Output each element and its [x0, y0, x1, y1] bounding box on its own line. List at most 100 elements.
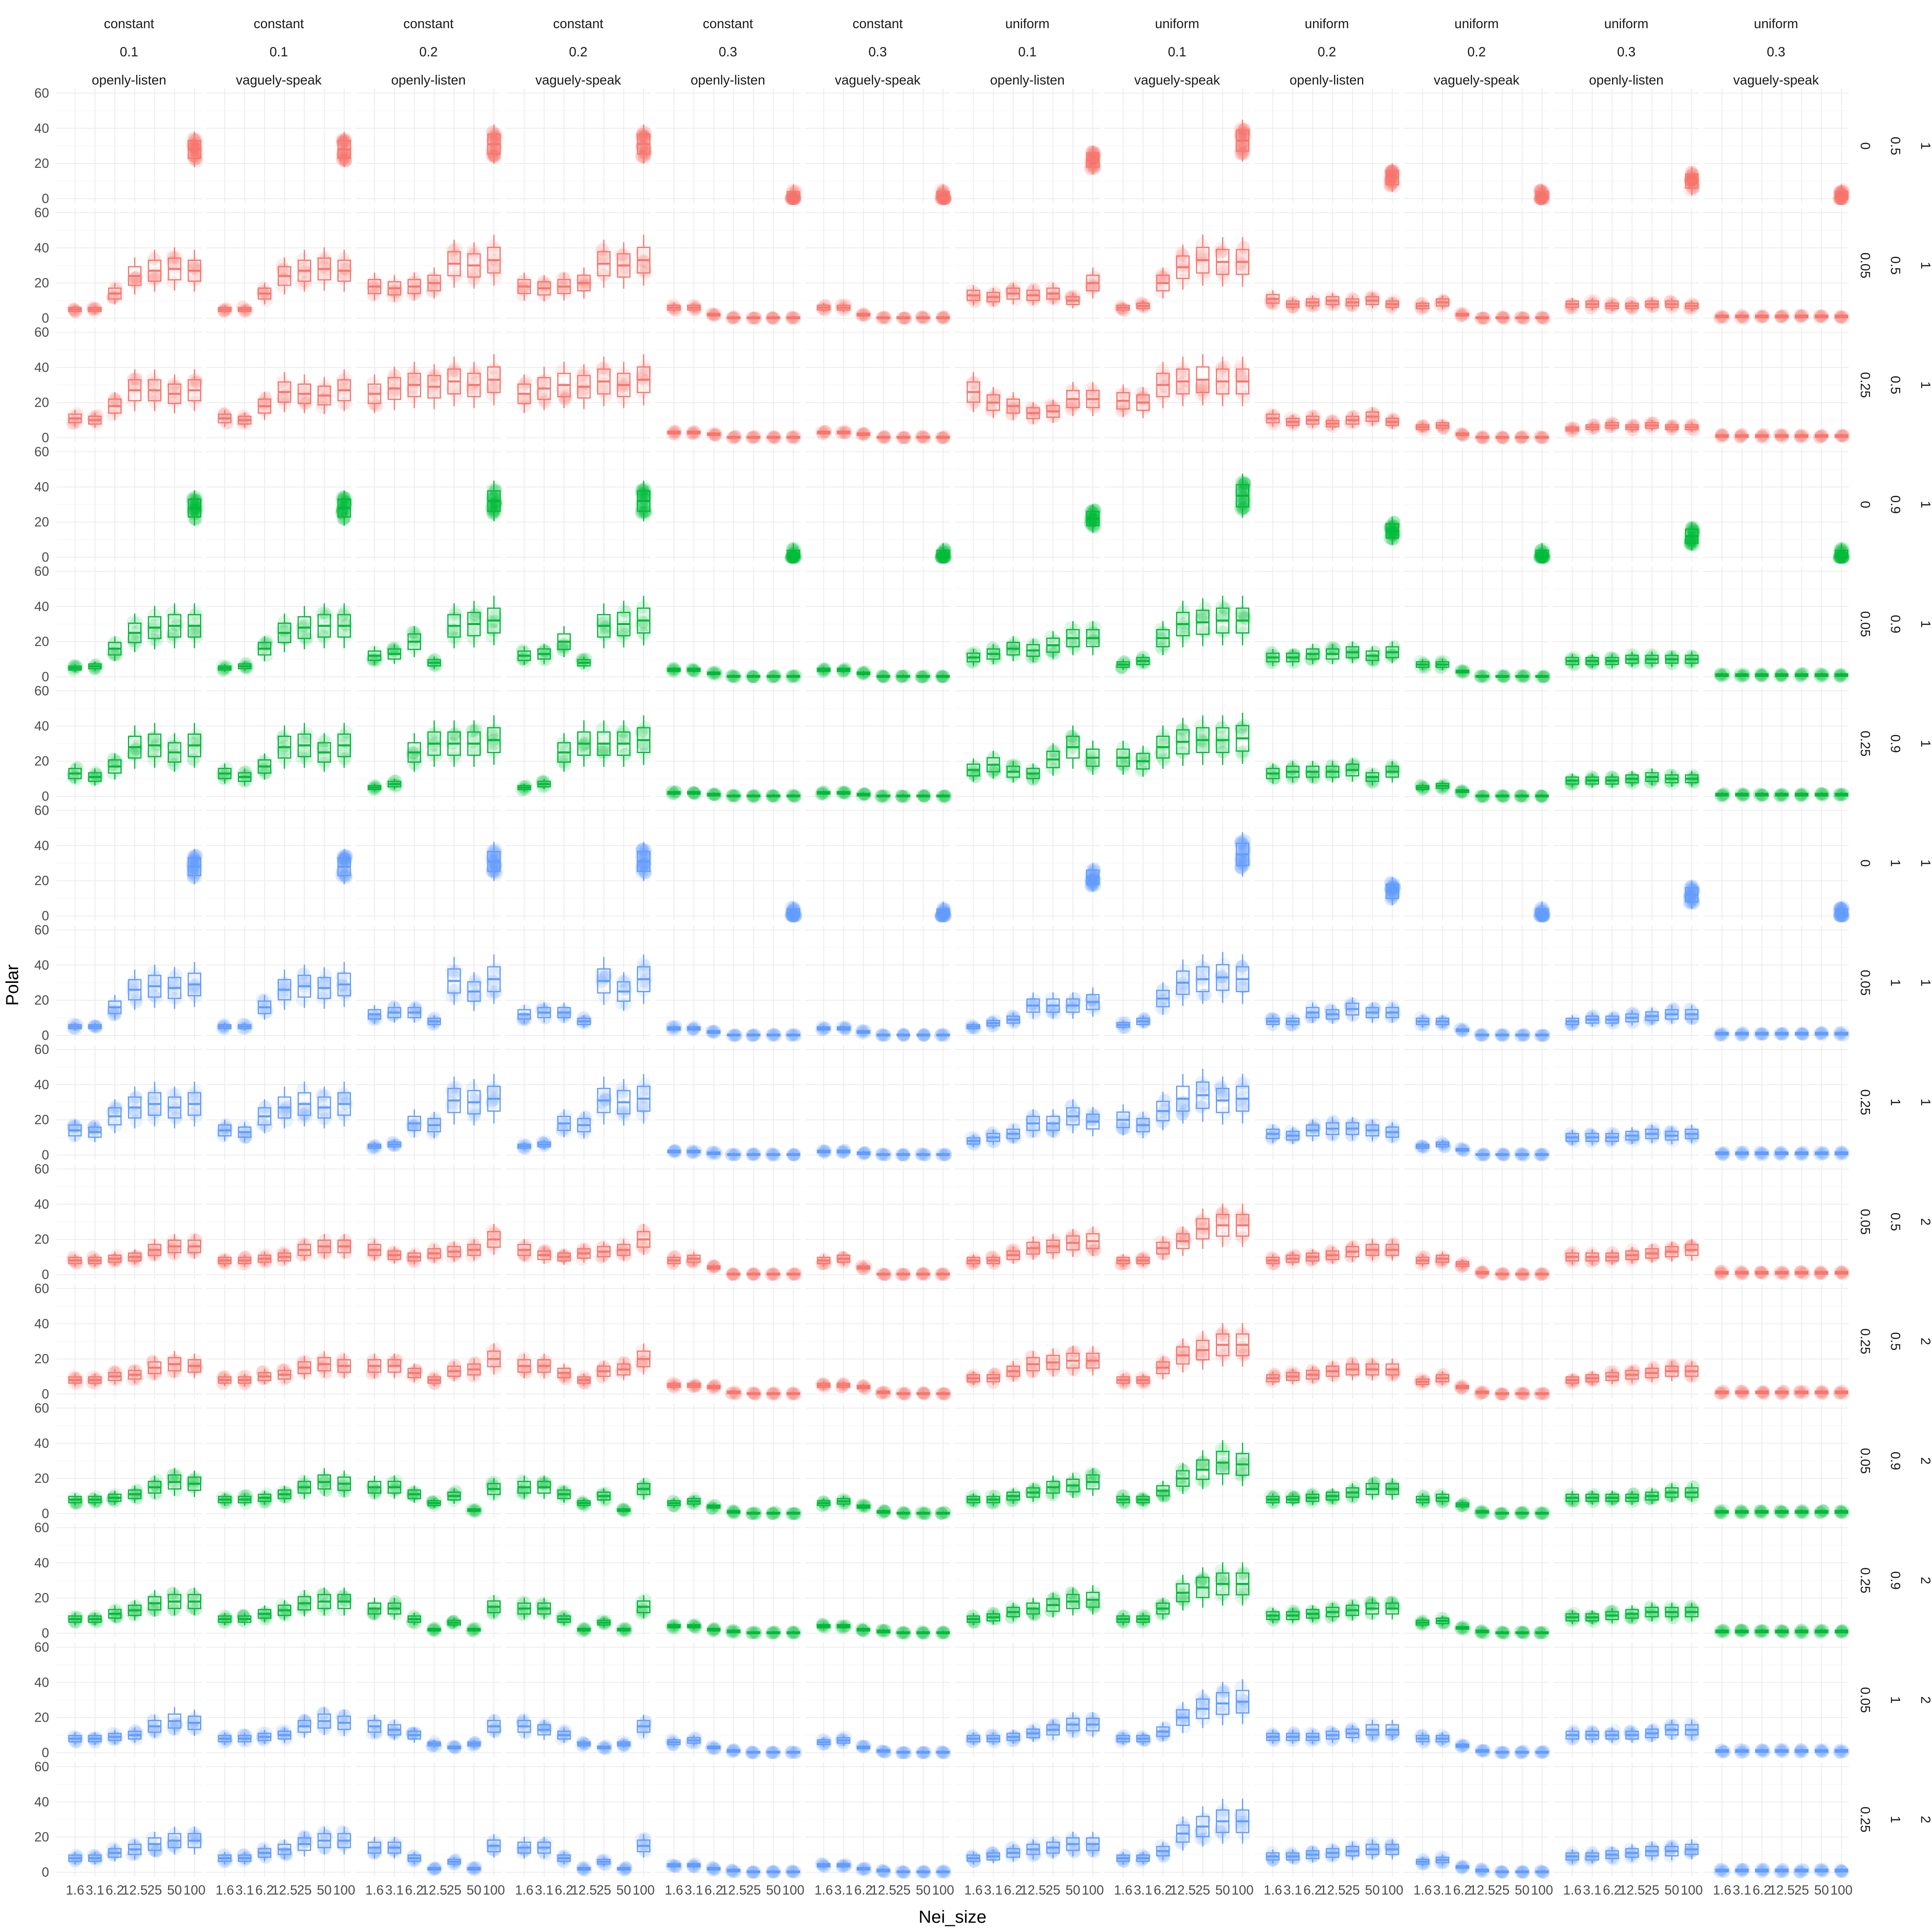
data-point	[580, 275, 593, 288]
data-point	[1084, 162, 1097, 175]
data-point	[637, 140, 650, 153]
row-strip-label: 0.25	[1858, 1567, 1873, 1593]
facet-panel	[356, 208, 503, 323]
data-point	[167, 396, 180, 409]
data-point	[786, 183, 799, 196]
data-point	[189, 133, 202, 147]
row-strip-labels: 0 0.5 1 0.05 0.5 1 0.25 0.5 1 0 0.9 1 0.05 0.9 1 0.25 0.…	[1858, 137, 1932, 1833]
row-strip-label: 1	[1888, 1696, 1903, 1703]
facet-panel	[206, 567, 353, 681]
data-point	[1238, 125, 1251, 138]
data-point	[1264, 294, 1277, 308]
column-strip-label: 0.1	[1168, 44, 1187, 59]
data-point	[1175, 607, 1189, 620]
facet-panel	[1404, 567, 1551, 683]
facet-panel	[805, 447, 952, 564]
data-point	[1215, 625, 1228, 638]
column-strip-label: 0.3	[869, 44, 887, 59]
data-point	[1235, 147, 1249, 160]
data-point	[1366, 654, 1380, 668]
facet-panel	[56, 89, 204, 203]
facet-panel	[1554, 89, 1701, 203]
data-point	[1234, 142, 1248, 155]
data-point	[1088, 158, 1101, 171]
data-point	[1236, 135, 1250, 149]
facet-panel	[1404, 447, 1551, 564]
row-strip-label: 0.5	[1888, 256, 1903, 275]
column-strip-label: 0.2	[1468, 44, 1486, 59]
facet-panel	[1404, 89, 1551, 205]
data-point	[336, 154, 349, 167]
data-point	[785, 191, 798, 204]
facet-panel	[655, 328, 802, 444]
data-point	[106, 408, 119, 421]
data-point	[1088, 159, 1102, 173]
facet-panel	[56, 328, 203, 442]
column-strip-label: 0.1	[120, 44, 138, 59]
data-point	[486, 487, 500, 500]
data-point	[639, 129, 652, 142]
column-strip-label: uniform	[1454, 16, 1499, 31]
column-strip-label: openly-listen	[990, 72, 1065, 87]
data-point	[1215, 361, 1228, 374]
data-point	[339, 154, 352, 167]
column-strip-label: uniform	[1005, 16, 1049, 31]
data-point	[488, 144, 502, 157]
data-point	[186, 138, 200, 151]
row-strip-label: 0.25	[1858, 731, 1873, 756]
data-point	[1238, 128, 1251, 141]
data-point	[188, 609, 202, 622]
row-strip-label: 1	[1888, 979, 1903, 986]
data-point	[189, 153, 202, 166]
data-point	[1387, 163, 1400, 176]
data-point	[337, 147, 351, 161]
data-point	[188, 141, 201, 154]
data-point	[1084, 155, 1097, 168]
row-strip-label: 0	[1858, 142, 1873, 149]
data-point	[1087, 161, 1100, 175]
data-point	[1237, 135, 1250, 149]
data-point	[936, 191, 949, 204]
column-strip-label: constant	[553, 16, 603, 31]
data-point	[638, 130, 651, 143]
data-point	[336, 136, 349, 150]
facet-panel	[1254, 89, 1401, 203]
data-point	[1085, 155, 1098, 169]
row-strip-label: 2	[1918, 1457, 1932, 1464]
data-point	[1238, 129, 1251, 142]
column-strip-label: 0.1	[1018, 44, 1037, 59]
data-point	[638, 129, 651, 142]
row-strip-label: 0	[1858, 501, 1873, 508]
data-point	[638, 132, 651, 146]
data-point	[170, 618, 184, 632]
data-point	[1087, 152, 1100, 165]
facet-panels	[56, 89, 1851, 1879]
data-point	[485, 149, 499, 163]
data-point	[488, 148, 502, 161]
data-point	[187, 149, 200, 163]
facet-panel	[356, 328, 503, 442]
column-strip-label: 0.3	[1617, 44, 1636, 59]
row-strip-label: 0.05	[1858, 1448, 1873, 1474]
data-point	[597, 244, 610, 257]
column-strip-label: 0.3	[719, 44, 737, 59]
column-strip-label: vaguely-speak	[535, 72, 621, 87]
column-strip-label: vaguely-speak	[1434, 72, 1519, 87]
data-point	[1237, 130, 1250, 143]
data-point	[1084, 158, 1098, 171]
data-point	[935, 187, 948, 200]
data-point	[935, 183, 948, 196]
data-point	[639, 143, 652, 157]
facet-panel	[506, 89, 653, 203]
row-strip-label: 1	[1918, 501, 1932, 508]
row-strip-label: 2	[1918, 1218, 1932, 1225]
facet-panel	[1254, 567, 1401, 681]
data-point	[788, 190, 801, 204]
data-point	[339, 132, 353, 145]
column-strip-label: vaguely-speak	[1134, 72, 1220, 87]
row-strip-label: 0.9	[1888, 1452, 1903, 1470]
data-point	[488, 129, 501, 142]
data-point	[638, 146, 651, 159]
data-point	[1088, 149, 1101, 162]
column-strip-label: openly-listen	[1589, 72, 1664, 87]
